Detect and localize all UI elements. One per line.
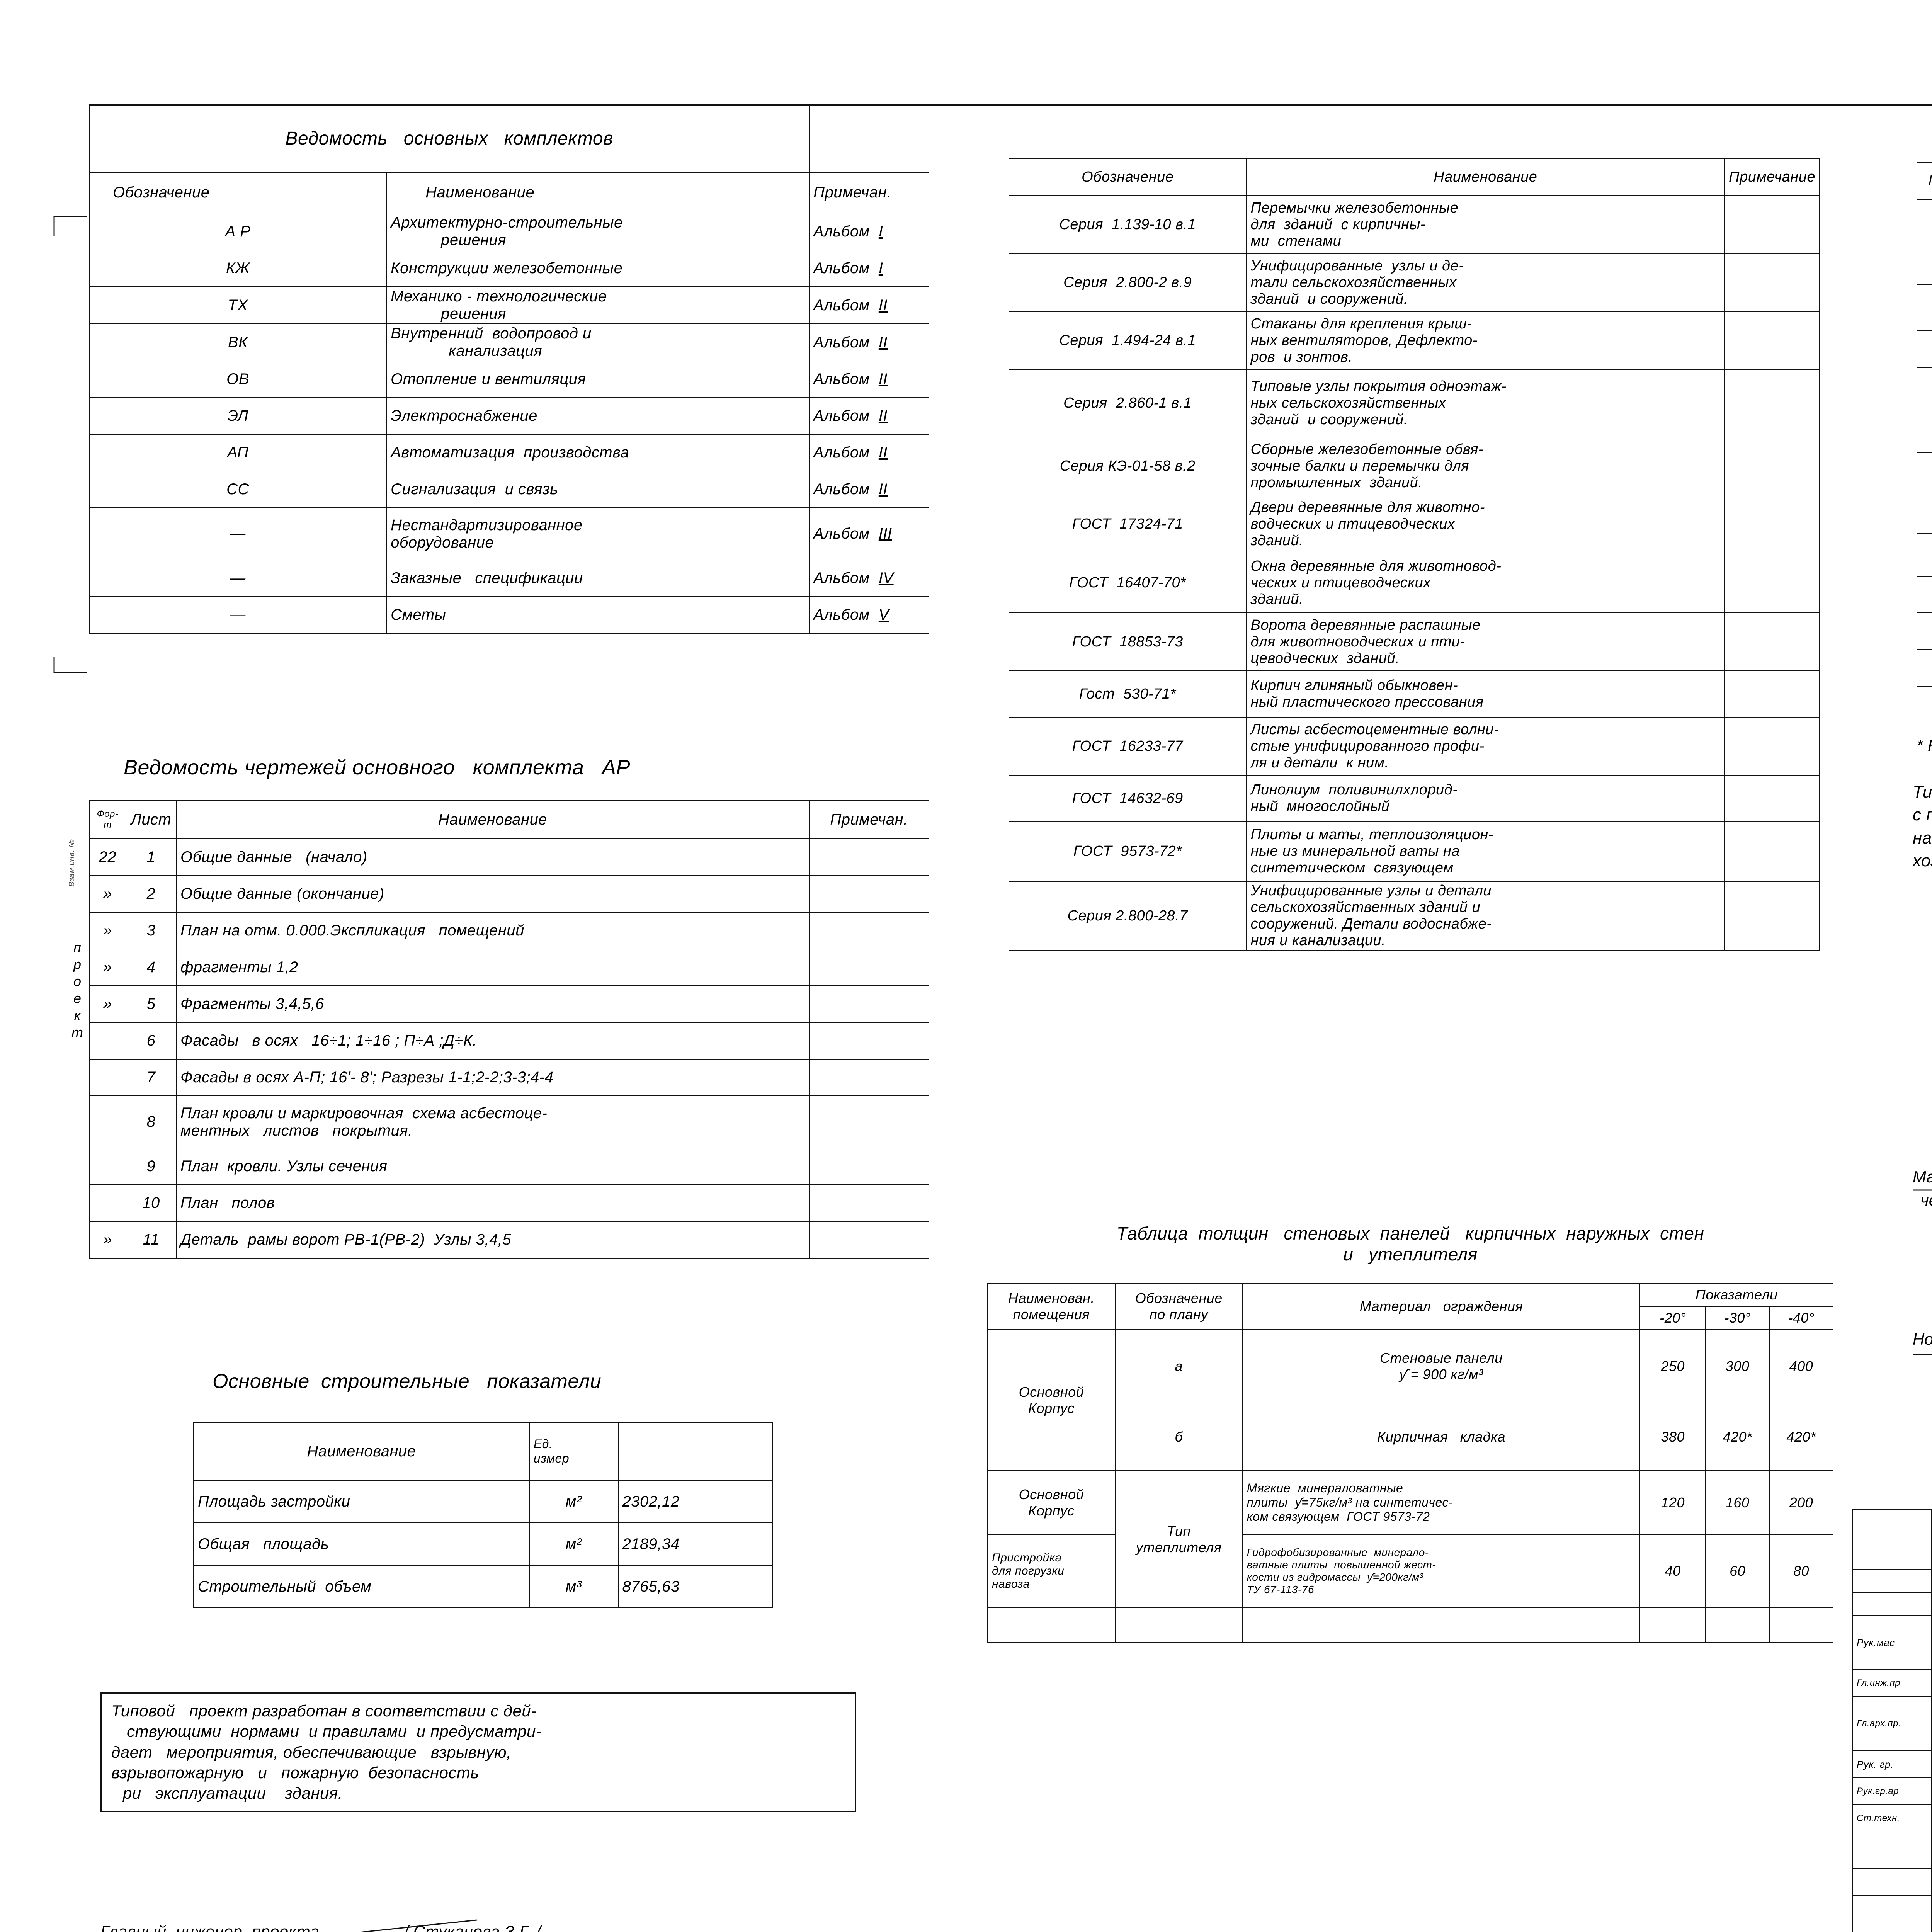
svg-text:Номер узла: Номер узла [1913,1330,1932,1348]
svg-text:чертежей: чертежей [1920,1191,1932,1209]
svg-text:Марка комплекта: Марка комплекта [1913,1168,1932,1186]
